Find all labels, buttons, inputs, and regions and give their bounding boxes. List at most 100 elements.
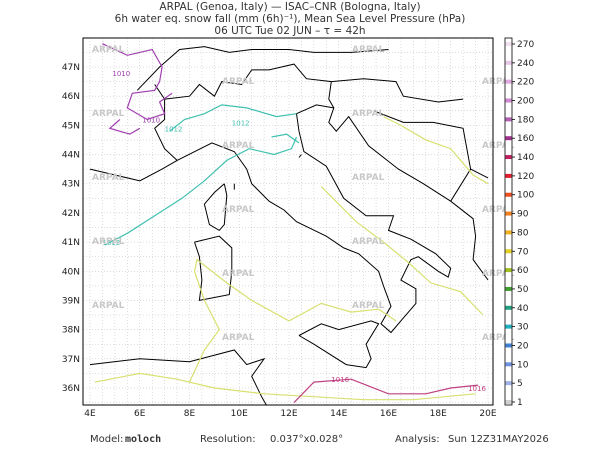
coastline (154, 84, 178, 161)
colorbar-swatch (505, 211, 512, 216)
contour-label: 1016 (468, 385, 486, 393)
colorbar-swatch (505, 286, 512, 291)
colorbar-swatch (505, 192, 512, 197)
colorbar-label: 220 (517, 78, 534, 88)
isobar (320, 186, 484, 316)
watermark: ARPAL (482, 205, 515, 215)
watermark: ARPAL (482, 77, 515, 87)
watermark: ARPAL (222, 269, 255, 279)
lon-label: 10E (231, 409, 248, 419)
isobar (169, 104, 297, 132)
coastline (331, 78, 464, 103)
footer-value: Sun 12Z31MAY2026 (448, 434, 549, 445)
contour-label: 1012 (232, 119, 250, 127)
isobar (94, 372, 476, 401)
isobar (188, 258, 397, 383)
colorbar-frame (504, 37, 513, 406)
watermark: ARPAL (222, 205, 255, 215)
colorbar-label: 160 (517, 134, 534, 144)
lat-label: 46N (62, 92, 80, 102)
lat-label: 42N (62, 209, 80, 219)
watermark: ARPAL (352, 45, 385, 55)
colorbar-label: 270 (517, 40, 534, 50)
colorbar-label: 90 (517, 210, 529, 220)
contour-label: 1016 (331, 376, 349, 384)
lat-label: 40N (62, 267, 80, 277)
watermark: ARPAL (352, 173, 385, 183)
header-line: 6h water eq. snow fall (mm (6h)⁻¹), Mean… (115, 13, 466, 25)
header-line: 06 UTC Tue 02 JUN – τ = 42h (214, 25, 365, 37)
colorbar-swatch (505, 268, 512, 273)
colorbar-swatch (505, 362, 512, 367)
coastline (229, 49, 389, 53)
lat-label: 47N (62, 63, 80, 73)
coastline (89, 104, 489, 334)
footer-label: Resolution: (200, 434, 256, 445)
coastline (194, 235, 233, 302)
map-frame (82, 37, 494, 406)
colorbar-label: 240 (517, 59, 534, 69)
colorbar-swatch (505, 230, 512, 235)
lat-label: 41N (62, 238, 80, 248)
lat-label: 37N (62, 355, 80, 365)
watermark: ARPAL (92, 109, 125, 119)
footer-value: 0.037°x0.028° (270, 434, 343, 445)
contour-label: 1010 (142, 117, 160, 125)
colorbar-swatch (505, 136, 512, 141)
isobar (293, 378, 479, 404)
isobar (102, 43, 173, 121)
isobar (104, 136, 298, 246)
colorbar-swatch (505, 400, 512, 404)
colorbar-label: 200 (517, 97, 534, 107)
lat-label: 45N (62, 121, 80, 131)
lat-label: 43N (62, 180, 80, 190)
colorbar-swatch (505, 117, 512, 122)
lon-label: 18E (430, 409, 447, 419)
lat-label: 44N (62, 151, 80, 161)
contour-label: 1012 (165, 125, 183, 133)
lat-label: 39N (62, 296, 80, 306)
isobar (108, 119, 141, 135)
coastline (470, 168, 489, 179)
watermark: ARPAL (92, 45, 125, 55)
watermark: ARPAL (352, 301, 385, 311)
watermark: ARPAL (222, 333, 255, 343)
coastline (89, 349, 268, 406)
colorbar-swatch (505, 173, 512, 178)
watermark: ARPAL (222, 77, 255, 87)
colorbar-label: 40 (517, 304, 529, 314)
lon-label: 8E (184, 409, 196, 419)
lon-label: 16E (380, 409, 397, 419)
colorbar-label: 70 (517, 247, 529, 257)
colorbar-label: 5 (517, 379, 523, 389)
coastline (203, 183, 228, 232)
colorbar-swatch (505, 155, 512, 160)
lon-label: 12E (280, 409, 297, 419)
contour-label: 1012 (102, 239, 120, 247)
footer-label: Model: (90, 434, 123, 445)
watermark: ARPAL (92, 237, 125, 247)
isobar (271, 133, 300, 144)
colorbar-swatch (505, 98, 512, 103)
watermark: ARPAL (482, 333, 515, 343)
coastline (298, 154, 302, 158)
colorbar-label: 80 (517, 228, 529, 238)
lon-label: 6E (134, 409, 146, 419)
watermark: ARPAL (92, 301, 125, 311)
coastline (373, 110, 472, 202)
watermark: ARPAL (352, 237, 385, 247)
colorbar-label: 30 (517, 323, 529, 333)
colorbar-swatch (505, 42, 512, 46)
colorbar-swatch (505, 249, 512, 254)
watermark: ARPAL (222, 141, 255, 151)
footer-value: moloch (125, 434, 161, 445)
colorbar-swatch (505, 381, 512, 386)
footer-label: Analysis: (395, 434, 440, 445)
map: 1010 1010 1012 1012 1012 1016 1016 ARPAL ARPAL AR… (83, 38, 515, 406)
colorbar-swatch (505, 343, 512, 348)
header-line: ARPAL (Genoa, Italy) — ISAC–CNR (Bologna… (159, 1, 420, 13)
colorbar-swatch (505, 305, 512, 310)
isobar (383, 116, 489, 185)
colorbar-label: 50 (517, 285, 529, 295)
